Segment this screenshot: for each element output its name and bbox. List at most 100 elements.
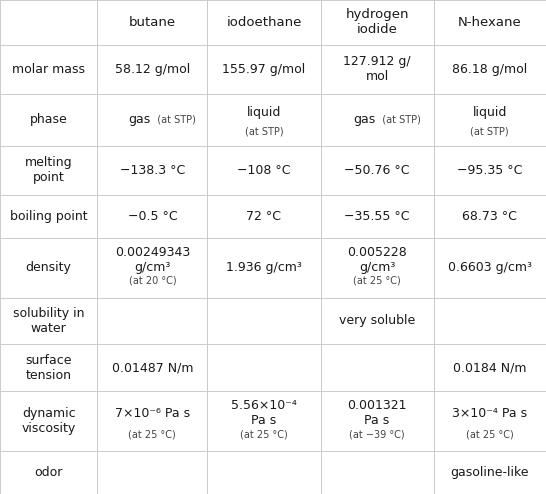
Bar bbox=[97, 391, 207, 451]
Text: (at −39 °C): (at −39 °C) bbox=[349, 429, 405, 439]
Bar bbox=[321, 93, 434, 146]
Text: boiling point: boiling point bbox=[10, 209, 87, 223]
Text: molar mass: molar mass bbox=[12, 63, 85, 76]
Bar bbox=[207, 146, 321, 195]
Text: (at STP): (at STP) bbox=[471, 126, 509, 136]
Bar bbox=[434, 45, 546, 93]
Text: gas: gas bbox=[128, 113, 150, 126]
Text: 72 °C: 72 °C bbox=[246, 209, 282, 223]
Text: gasoline-like: gasoline-like bbox=[450, 466, 529, 479]
Text: 0.00249343
g/cm³: 0.00249343 g/cm³ bbox=[115, 246, 190, 274]
Text: −108 °C: −108 °C bbox=[238, 164, 290, 177]
Text: −138.3 °C: −138.3 °C bbox=[120, 164, 185, 177]
Text: hydrogen
iodide: hydrogen iodide bbox=[345, 8, 409, 37]
Bar bbox=[321, 391, 434, 451]
Bar bbox=[207, 297, 321, 344]
Text: (at 25 °C): (at 25 °C) bbox=[353, 276, 401, 286]
Text: surface
tension: surface tension bbox=[25, 354, 72, 382]
Bar bbox=[97, 146, 207, 195]
Bar bbox=[0, 195, 97, 238]
Text: 1.936 g/cm³: 1.936 g/cm³ bbox=[226, 261, 302, 274]
Text: gas: gas bbox=[353, 113, 375, 126]
Text: −35.55 °C: −35.55 °C bbox=[345, 209, 410, 223]
Bar bbox=[321, 45, 434, 93]
Text: butane: butane bbox=[129, 16, 176, 29]
Text: −95.35 °C: −95.35 °C bbox=[457, 164, 523, 177]
Bar bbox=[0, 45, 97, 93]
Text: 0.6603 g/cm³: 0.6603 g/cm³ bbox=[448, 261, 532, 274]
Text: (at 25 °C): (at 25 °C) bbox=[128, 429, 176, 439]
Bar bbox=[321, 238, 434, 297]
Bar bbox=[97, 45, 207, 93]
Text: phase: phase bbox=[29, 113, 68, 126]
Bar bbox=[0, 238, 97, 297]
Bar bbox=[207, 238, 321, 297]
Bar bbox=[0, 451, 97, 494]
Bar bbox=[97, 238, 207, 297]
Text: (at STP): (at STP) bbox=[376, 115, 421, 125]
Bar bbox=[207, 344, 321, 391]
Text: 58.12 g/mol: 58.12 g/mol bbox=[115, 63, 190, 76]
Text: 7×10⁻⁶ Pa s: 7×10⁻⁶ Pa s bbox=[115, 407, 190, 420]
Text: 0.0184 N/m: 0.0184 N/m bbox=[453, 361, 526, 374]
Text: liquid: liquid bbox=[473, 106, 507, 120]
Text: 0.01487 N/m: 0.01487 N/m bbox=[111, 361, 193, 374]
Text: dynamic
viscosity: dynamic viscosity bbox=[21, 407, 76, 435]
Bar bbox=[0, 391, 97, 451]
Bar bbox=[321, 451, 434, 494]
Bar bbox=[321, 297, 434, 344]
Text: (at 25 °C): (at 25 °C) bbox=[240, 429, 288, 439]
Bar bbox=[0, 344, 97, 391]
Bar bbox=[97, 344, 207, 391]
Bar bbox=[0, 0, 97, 45]
Text: (at STP): (at STP) bbox=[245, 126, 283, 136]
Bar bbox=[97, 0, 207, 45]
Text: −50.76 °C: −50.76 °C bbox=[345, 164, 410, 177]
Bar bbox=[0, 146, 97, 195]
Text: 68.73 °C: 68.73 °C bbox=[462, 209, 517, 223]
Bar bbox=[321, 344, 434, 391]
Text: odor: odor bbox=[34, 466, 63, 479]
Text: 127.912 g/
mol: 127.912 g/ mol bbox=[343, 55, 411, 83]
Bar bbox=[207, 93, 321, 146]
Text: −0.5 °C: −0.5 °C bbox=[128, 209, 177, 223]
Bar bbox=[434, 344, 546, 391]
Bar bbox=[97, 195, 207, 238]
Text: (at STP): (at STP) bbox=[151, 115, 196, 125]
Bar bbox=[207, 391, 321, 451]
Bar bbox=[321, 146, 434, 195]
Bar bbox=[207, 45, 321, 93]
Text: 5.56×10⁻⁴
Pa s: 5.56×10⁻⁴ Pa s bbox=[231, 399, 297, 427]
Bar bbox=[207, 195, 321, 238]
Bar bbox=[0, 93, 97, 146]
Bar bbox=[97, 93, 207, 146]
Bar bbox=[434, 146, 546, 195]
Bar bbox=[97, 451, 207, 494]
Text: (at 25 °C): (at 25 °C) bbox=[466, 429, 514, 439]
Text: melting
point: melting point bbox=[25, 156, 73, 184]
Text: 155.97 g/mol: 155.97 g/mol bbox=[222, 63, 306, 76]
Text: (at 20 °C): (at 20 °C) bbox=[128, 276, 176, 286]
Text: 0.005228
g/cm³: 0.005228 g/cm³ bbox=[347, 246, 407, 274]
Bar bbox=[434, 297, 546, 344]
Text: 0.001321
Pa s: 0.001321 Pa s bbox=[347, 399, 407, 427]
Bar bbox=[321, 195, 434, 238]
Text: liquid: liquid bbox=[247, 106, 281, 120]
Bar bbox=[434, 93, 546, 146]
Bar bbox=[434, 238, 546, 297]
Bar bbox=[97, 297, 207, 344]
Bar bbox=[321, 0, 434, 45]
Bar bbox=[207, 451, 321, 494]
Bar bbox=[434, 451, 546, 494]
Bar bbox=[207, 0, 321, 45]
Text: 86.18 g/mol: 86.18 g/mol bbox=[452, 63, 527, 76]
Bar bbox=[434, 391, 546, 451]
Text: solubility in
water: solubility in water bbox=[13, 307, 84, 335]
Text: N-hexane: N-hexane bbox=[458, 16, 521, 29]
Bar bbox=[434, 0, 546, 45]
Text: very soluble: very soluble bbox=[339, 314, 415, 328]
Text: 3×10⁻⁴ Pa s: 3×10⁻⁴ Pa s bbox=[452, 407, 527, 420]
Bar bbox=[0, 297, 97, 344]
Text: iodoethane: iodoethane bbox=[226, 16, 302, 29]
Text: density: density bbox=[26, 261, 72, 274]
